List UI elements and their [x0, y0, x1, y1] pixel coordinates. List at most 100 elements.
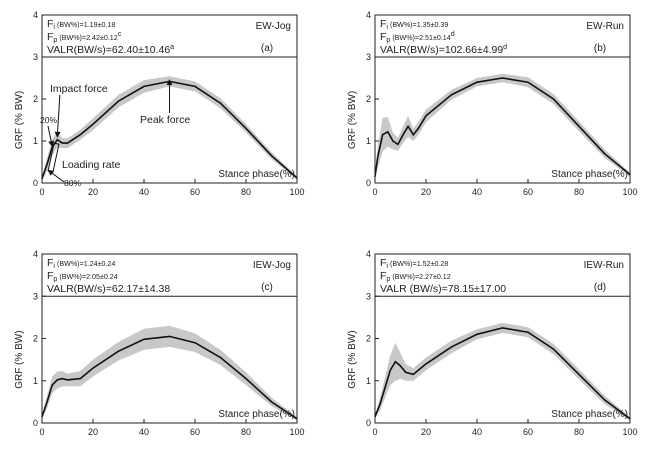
- sd-band: [42, 325, 297, 421]
- y-tick-label: 3: [366, 291, 371, 301]
- arrow-20pct: [47, 125, 55, 148]
- data-point: [412, 373, 414, 375]
- x-tick-label: 60: [523, 427, 533, 437]
- data-point: [603, 399, 606, 401]
- annotation-80pct: 80%: [64, 178, 81, 188]
- data-point: [219, 102, 222, 104]
- y-tick-label: 3: [366, 52, 371, 62]
- y-tick-label: 2: [366, 94, 371, 104]
- x-tick-label: 0: [372, 187, 377, 197]
- data-point: [501, 327, 504, 329]
- data-point: [377, 157, 379, 159]
- annotation-peak: Peak force: [140, 114, 190, 126]
- x-tick-label: 0: [39, 187, 44, 197]
- data-point: [46, 163, 48, 165]
- y-tick-label: 3: [33, 52, 38, 62]
- data-point: [552, 348, 555, 350]
- panel-label: (b): [594, 43, 606, 54]
- panel-label: (a): [261, 43, 273, 54]
- data-point: [92, 123, 94, 125]
- y-tick-label: 2: [33, 334, 38, 344]
- data-point: [270, 155, 273, 157]
- data-point: [578, 373, 580, 375]
- data-point: [392, 140, 394, 142]
- annotation-impact: Impact force: [50, 83, 108, 95]
- stat-fp: Fp (BW%)=2.05±0.24: [47, 270, 118, 283]
- data-point: [527, 331, 529, 333]
- x-tick-label: 60: [523, 187, 533, 197]
- x-tick-label: 80: [574, 187, 584, 197]
- stat-fp: Fp (BW%)=2.27±0.12: [380, 270, 451, 283]
- stat-fi: Fi (BW%)=1.19±0.18: [47, 18, 115, 31]
- data-point: [219, 356, 222, 359]
- data-point: [382, 134, 384, 136]
- x-tick-label: 20: [421, 187, 431, 197]
- x-tick-label: 100: [289, 187, 304, 197]
- data-point: [578, 125, 580, 127]
- arrow-80pct: [47, 169, 65, 183]
- data-point: [552, 98, 555, 100]
- y-tick-label: 4: [33, 249, 38, 259]
- data-point: [399, 365, 402, 367]
- sd-band: [375, 322, 630, 421]
- x-tick-label: 100: [622, 427, 637, 437]
- data-point: [46, 401, 48, 403]
- stat-valr: VALR(BW/s)=102.66±4.99d: [380, 43, 507, 56]
- x-tick-label: 60: [190, 187, 200, 197]
- stat-valr: VALR(BW/s)=62.40±10.46a: [47, 43, 174, 56]
- annotation-20pct: 20%: [40, 115, 57, 125]
- x-axis-label: Stance phase(%): [551, 409, 628, 420]
- data-point: [56, 379, 58, 381]
- y-axis-label: GRF (% BW): [347, 91, 358, 149]
- data-point: [56, 139, 58, 141]
- data-point: [143, 338, 145, 340]
- mean-curve: [41, 335, 298, 420]
- y-axis-label: GRF (% BW): [14, 330, 25, 388]
- condition-label: EW-Jog: [256, 21, 291, 32]
- y-tick-label: 2: [33, 94, 38, 104]
- sd-band: [375, 73, 630, 179]
- data-point: [425, 115, 427, 117]
- mean-curve: [374, 77, 631, 177]
- data-point: [194, 342, 196, 344]
- arrow-impact: [54, 94, 61, 138]
- y-tick-label: 4: [366, 10, 371, 20]
- data-point: [476, 81, 478, 83]
- x-tick-label: 40: [472, 427, 482, 437]
- x-tick-label: 80: [574, 427, 584, 437]
- data-point: [245, 378, 247, 380]
- data-point: [61, 378, 64, 380]
- stat-valr: VALR(BW/s)=62.17±14.38: [47, 283, 170, 295]
- x-tick-label: 20: [88, 427, 98, 437]
- data-point: [407, 125, 409, 127]
- y-tick-label: 2: [366, 334, 371, 344]
- x-axis-label: Stance phase(%): [218, 409, 295, 420]
- data-point: [194, 85, 196, 87]
- stat-fp: Fp (BW%)=2.51±0.14d: [380, 30, 455, 44]
- data-point: [245, 127, 247, 129]
- data-point: [527, 81, 529, 83]
- annotation-loading: Loading rate: [62, 159, 121, 171]
- data-point: [117, 100, 120, 102]
- x-tick-label: 20: [88, 187, 98, 197]
- condition-label: IEW-Jog: [253, 260, 291, 271]
- data-point: [79, 134, 81, 136]
- data-point: [405, 371, 407, 373]
- x-tick-label: 100: [622, 187, 637, 197]
- data-point: [66, 142, 69, 144]
- y-tick-label: 4: [33, 10, 38, 20]
- y-tick-label: 4: [366, 249, 371, 259]
- x-axis-label: Stance phase(%): [551, 169, 628, 180]
- y-tick-label: 0: [33, 418, 38, 428]
- data-point: [425, 363, 427, 365]
- stat-fi: Fi (BW%)=1.24±0.24: [47, 257, 115, 270]
- y-tick-label: 0: [366, 418, 371, 428]
- data-point: [397, 143, 399, 145]
- x-tick-label: 0: [39, 427, 44, 437]
- y-tick-label: 1: [33, 136, 38, 146]
- stat-valr: VALR (BW/s)=78.15±17.00: [380, 283, 506, 295]
